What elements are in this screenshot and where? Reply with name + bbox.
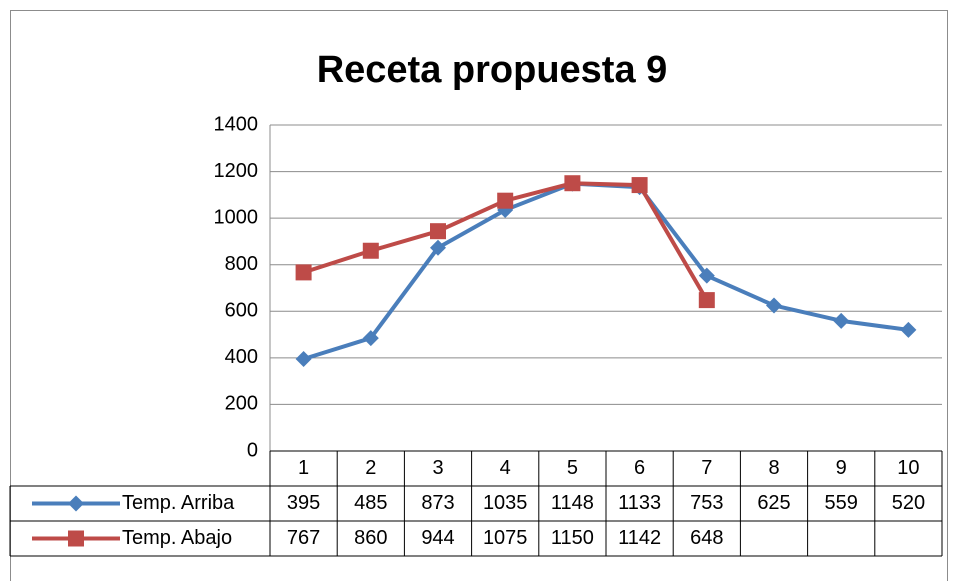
point-marker	[698, 292, 715, 309]
point-marker	[698, 267, 715, 284]
x-tick-label: 8	[768, 457, 779, 479]
y-tick-label: 400	[225, 346, 258, 368]
y-tick-label: 1200	[214, 160, 259, 182]
table-value: 753	[690, 492, 723, 514]
table-value: 767	[287, 527, 320, 549]
point-marker	[900, 321, 917, 338]
table-value: 559	[825, 492, 858, 514]
x-tick-label: 1	[298, 457, 309, 479]
table-value: 1035	[483, 492, 528, 514]
table-value: 1133	[618, 492, 661, 514]
point-marker	[430, 239, 446, 256]
table-value: 648	[690, 527, 723, 549]
table-value: 1075	[483, 527, 528, 549]
table-value: 625	[757, 492, 790, 514]
point-marker	[362, 242, 379, 259]
y-tick-label: 600	[225, 300, 258, 322]
point-marker	[631, 177, 648, 194]
point-marker	[295, 264, 312, 281]
x-tick-label: 5	[567, 457, 578, 479]
chart-title: Receta propuesta 9	[317, 49, 668, 91]
point-marker	[766, 297, 782, 314]
point-marker	[430, 223, 446, 240]
legend-marker	[68, 530, 84, 547]
legend-label: Temp. Abajo	[122, 527, 232, 549]
table-value: 873	[421, 492, 454, 514]
table-value: 1150	[551, 527, 594, 549]
x-tick-label: 10	[897, 457, 919, 479]
legend-label: Temp. Arriba	[122, 492, 235, 514]
y-tick-label: 800	[225, 253, 258, 275]
y-tick-label: 0	[247, 439, 258, 461]
table-value: 944	[421, 527, 454, 549]
point-marker	[564, 175, 581, 192]
x-tick-label: 9	[836, 457, 847, 479]
point-marker	[295, 351, 312, 368]
x-tick-label: 4	[500, 457, 511, 479]
point-marker	[833, 312, 850, 329]
x-tick-label: 7	[701, 457, 712, 479]
table-value: 1142	[618, 527, 661, 549]
point-marker	[362, 330, 379, 347]
x-tick-label: 2	[365, 457, 376, 479]
table-value: 860	[354, 527, 387, 549]
table-value: 395	[287, 492, 320, 514]
x-tick-label: 3	[432, 457, 443, 479]
table-value: 520	[892, 492, 925, 514]
table-value: 485	[354, 492, 387, 514]
y-tick-label: 200	[225, 393, 258, 415]
x-tick-label: 6	[634, 457, 645, 479]
point-marker	[497, 192, 514, 209]
table-value: 1148	[551, 492, 594, 514]
legend-marker	[68, 495, 84, 512]
y-tick-label: 1400	[214, 113, 259, 135]
y-tick-label: 1000	[214, 206, 259, 228]
